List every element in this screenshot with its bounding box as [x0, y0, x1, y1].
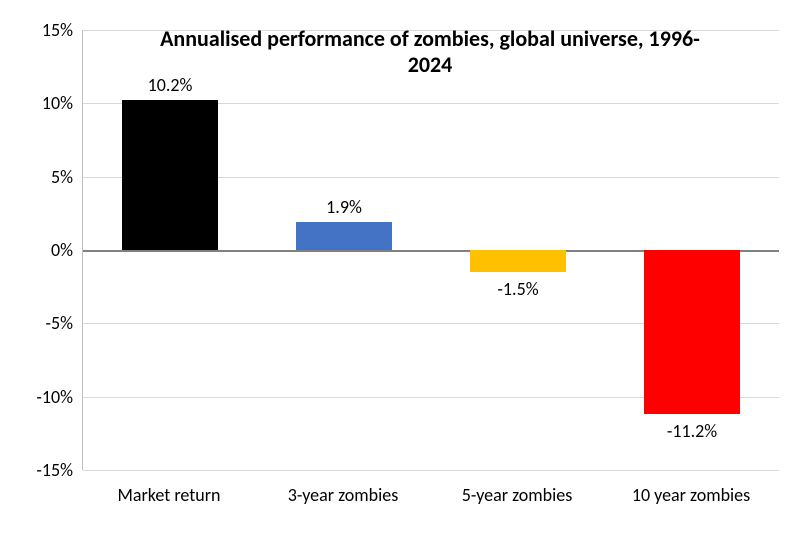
y-axis-tick-label: 10% [42, 92, 83, 114]
y-axis-tick-label: -10% [36, 386, 83, 408]
y-axis-tick-label: 15% [42, 19, 83, 41]
data-label: -11.2% [667, 420, 717, 442]
plot-area: -15%-10%-5%0%5%10%15%10.2%1.9%-1.5%-11.2… [82, 30, 779, 470]
y-axis-tick-label: -15% [36, 459, 83, 481]
data-label: -1.5% [497, 278, 538, 300]
x-axis-category-label: 5-year zombies [434, 485, 599, 507]
x-axis-category-label: 3-year zombies [260, 485, 425, 507]
bar [644, 250, 740, 414]
bar [470, 250, 566, 272]
x-axis-category-label: Market return [86, 485, 251, 507]
chart-title: Annualised performance of zombies, globa… [150, 26, 710, 79]
gridline [83, 470, 779, 471]
chart-container: -15%-10%-5%0%5%10%15%10.2%1.9%-1.5%-11.2… [0, 0, 804, 558]
bar [122, 100, 218, 250]
x-axis-category-label: 10 year zombies [608, 485, 773, 507]
data-label: 1.9% [326, 196, 362, 218]
y-axis-tick-label: 5% [51, 166, 83, 188]
y-axis-tick-label: -5% [45, 312, 83, 334]
bar [296, 222, 392, 250]
y-axis-tick-label: 0% [51, 239, 83, 261]
